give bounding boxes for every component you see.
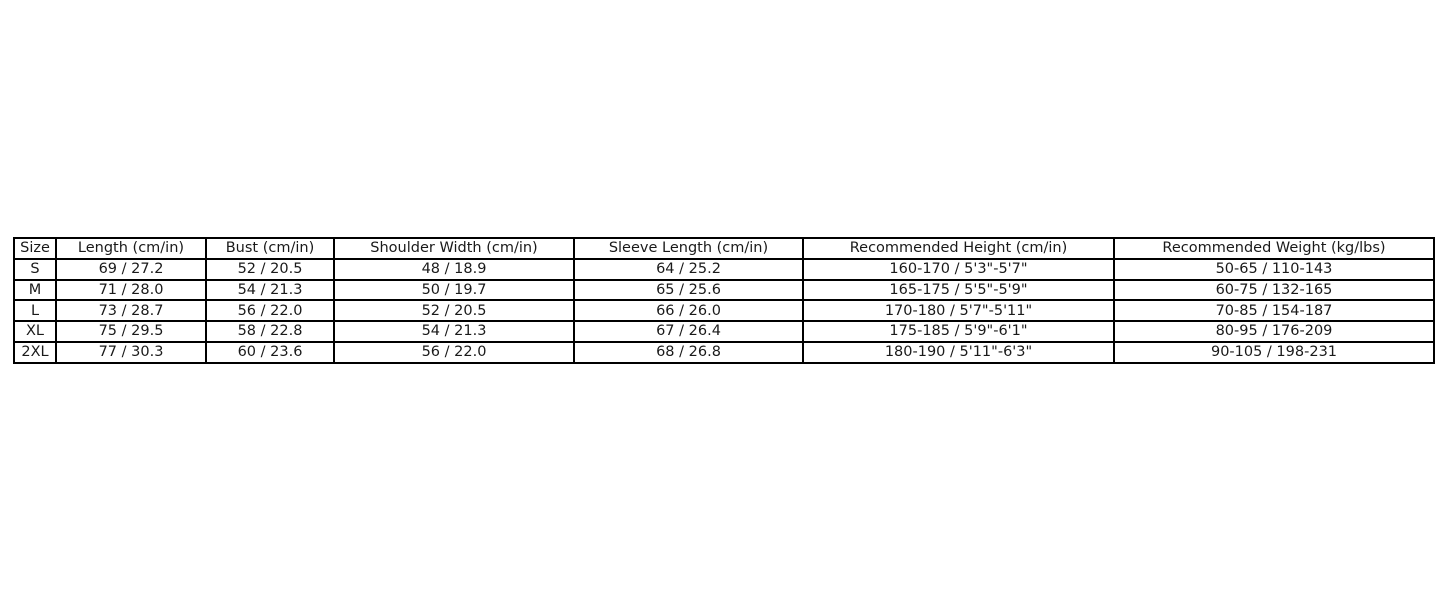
- cell-shoulder-width: 50 / 19.7: [333, 278, 575, 302]
- cell-bust: 54 / 21.3: [205, 278, 335, 302]
- cell-shoulder-width: 56 / 22.0: [333, 340, 575, 364]
- table-row-xl: XL 75 / 29.5 58 / 22.8 54 / 21.3 67 / 26…: [13, 320, 1435, 343]
- column-header-length: Length (cm/in): [55, 237, 207, 260]
- cell-rec-height: 165-175 / 5'5"-5'9": [802, 278, 1115, 302]
- column-header-sleeve-length: Sleeve Length (cm/in): [573, 237, 804, 260]
- column-header-rec-weight: Recommended Weight (kg/lbs): [1113, 237, 1435, 260]
- cell-size: XL: [13, 320, 57, 343]
- cell-rec-height: 175-185 / 5'9"-6'1": [802, 320, 1115, 343]
- cell-length: 73 / 28.7: [55, 299, 207, 323]
- column-header-size: Size: [13, 237, 57, 260]
- cell-rec-height: 160-170 / 5'3"-5'7": [802, 257, 1115, 281]
- cell-sleeve-length: 65 / 25.6: [573, 278, 804, 302]
- cell-sleeve-length: 66 / 26.0: [573, 299, 804, 323]
- cell-rec-weight: 80-95 / 176-209: [1113, 320, 1435, 343]
- cell-rec-weight: 60-75 / 132-165: [1113, 278, 1435, 302]
- cell-shoulder-width: 48 / 18.9: [333, 257, 575, 281]
- size-chart-table: Size Length (cm/in) Bust (cm/in) Shoulde…: [13, 237, 1435, 364]
- cell-bust: 60 / 23.6: [205, 340, 335, 364]
- cell-length: 75 / 29.5: [55, 320, 207, 343]
- cell-shoulder-width: 52 / 20.5: [333, 299, 575, 323]
- column-header-bust: Bust (cm/in): [205, 237, 335, 260]
- column-header-shoulder-width: Shoulder Width (cm/in): [333, 237, 575, 260]
- cell-size: M: [13, 278, 57, 302]
- cell-length: 77 / 30.3: [55, 340, 207, 364]
- cell-bust: 58 / 22.8: [205, 320, 335, 343]
- cell-size: 2XL: [13, 340, 57, 364]
- cell-bust: 52 / 20.5: [205, 257, 335, 281]
- cell-rec-height: 180-190 / 5'11"-6'3": [802, 340, 1115, 364]
- cell-sleeve-length: 64 / 25.2: [573, 257, 804, 281]
- cell-rec-weight: 90-105 / 198-231: [1113, 340, 1435, 364]
- table-row-s: S 69 / 27.2 52 / 20.5 48 / 18.9 64 / 25.…: [13, 257, 1435, 281]
- table-row-l: L 73 / 28.7 56 / 22.0 52 / 20.5 66 / 26.…: [13, 299, 1435, 323]
- cell-rec-weight: 50-65 / 110-143: [1113, 257, 1435, 281]
- column-header-rec-height: Recommended Height (cm/in): [802, 237, 1115, 260]
- cell-rec-weight: 70-85 / 154-187: [1113, 299, 1435, 323]
- cell-rec-height: 170-180 / 5'7"-5'11": [802, 299, 1115, 323]
- cell-length: 71 / 28.0: [55, 278, 207, 302]
- cell-size: L: [13, 299, 57, 323]
- table-row-m: M 71 / 28.0 54 / 21.3 50 / 19.7 65 / 25.…: [13, 278, 1435, 302]
- cell-shoulder-width: 54 / 21.3: [333, 320, 575, 343]
- header-row: Size Length (cm/in) Bust (cm/in) Shoulde…: [13, 237, 1435, 260]
- cell-length: 69 / 27.2: [55, 257, 207, 281]
- table-row-2xl: 2XL 77 / 30.3 60 / 23.6 56 / 22.0 68 / 2…: [13, 340, 1435, 364]
- cell-bust: 56 / 22.0: [205, 299, 335, 323]
- cell-sleeve-length: 67 / 26.4: [573, 320, 804, 343]
- cell-sleeve-length: 68 / 26.8: [573, 340, 804, 364]
- cell-size: S: [13, 257, 57, 281]
